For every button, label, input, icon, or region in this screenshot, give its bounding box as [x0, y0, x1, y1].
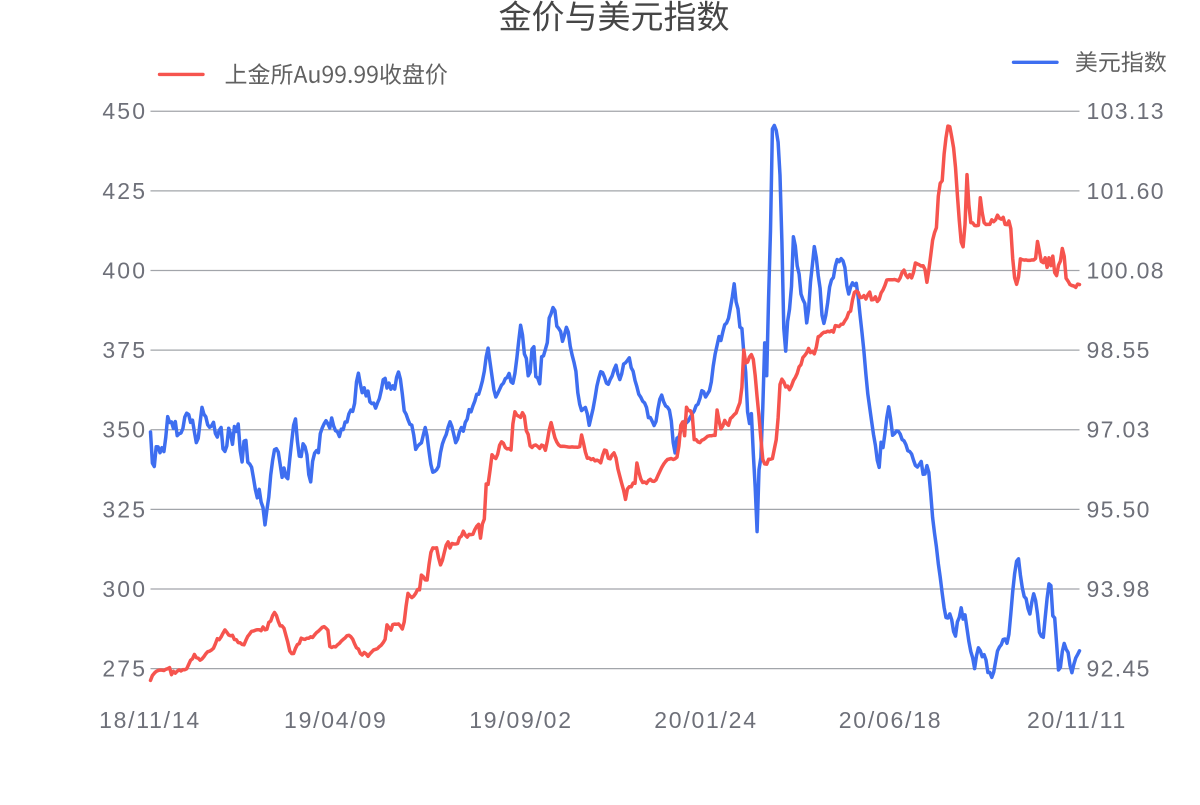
svg-text:19/09/02: 19/09/02 — [469, 707, 573, 733]
svg-text:450: 450 — [102, 98, 147, 124]
svg-text:103.13: 103.13 — [1087, 98, 1165, 124]
svg-text:92.45: 92.45 — [1087, 656, 1151, 682]
svg-text:400: 400 — [102, 257, 147, 283]
svg-text:100.08: 100.08 — [1087, 257, 1165, 283]
svg-text:95.50: 95.50 — [1087, 496, 1151, 522]
svg-text:275: 275 — [102, 656, 147, 682]
svg-text:20/11/11: 20/11/11 — [1027, 707, 1127, 733]
svg-text:19/04/09: 19/04/09 — [284, 707, 388, 733]
svg-text:18/11/14: 18/11/14 — [99, 707, 201, 733]
svg-text:20/06/18: 20/06/18 — [839, 707, 943, 733]
svg-text:98.55: 98.55 — [1087, 337, 1151, 363]
svg-text:325: 325 — [102, 496, 147, 522]
svg-text:425: 425 — [102, 178, 147, 204]
svg-text:20/01/24: 20/01/24 — [654, 707, 758, 733]
svg-text:375: 375 — [102, 337, 147, 363]
svg-text:97.03: 97.03 — [1087, 417, 1151, 443]
svg-text:93.98: 93.98 — [1087, 576, 1151, 602]
svg-text:300: 300 — [102, 576, 147, 602]
svg-text:101.60: 101.60 — [1087, 178, 1165, 204]
svg-text:350: 350 — [102, 417, 147, 443]
